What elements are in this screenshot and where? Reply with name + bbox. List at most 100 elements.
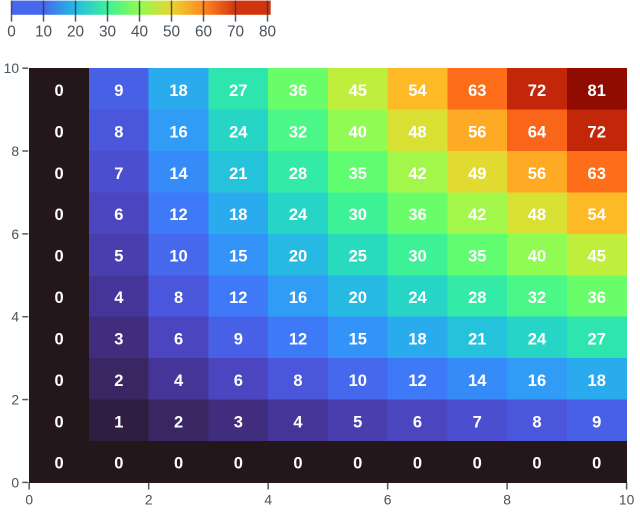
svg-text:45: 45	[588, 248, 606, 266]
svg-text:36: 36	[289, 82, 307, 100]
svg-text:21: 21	[229, 165, 247, 183]
svg-text:1: 1	[114, 413, 123, 431]
svg-text:18: 18	[169, 82, 187, 100]
svg-text:3: 3	[234, 413, 243, 431]
svg-text:12: 12	[229, 289, 247, 307]
svg-text:2: 2	[114, 372, 123, 390]
svg-text:0: 0	[54, 372, 63, 390]
svg-text:0: 0	[114, 455, 123, 473]
svg-text:24: 24	[229, 123, 248, 141]
svg-text:6: 6	[384, 493, 392, 508]
svg-text:14: 14	[169, 165, 188, 183]
svg-text:0: 0	[54, 248, 63, 266]
svg-text:36: 36	[588, 289, 606, 307]
svg-text:10: 10	[349, 372, 367, 390]
svg-text:16: 16	[289, 289, 307, 307]
svg-text:27: 27	[588, 330, 606, 348]
svg-text:8: 8	[174, 289, 183, 307]
svg-text:42: 42	[468, 206, 486, 224]
svg-text:0: 0	[54, 413, 63, 431]
svg-text:0: 0	[54, 455, 63, 473]
svg-text:63: 63	[468, 82, 486, 100]
svg-text:0: 0	[592, 455, 601, 473]
svg-text:36: 36	[408, 206, 426, 224]
svg-text:7: 7	[473, 413, 482, 431]
svg-text:32: 32	[289, 123, 307, 141]
svg-text:4: 4	[114, 289, 124, 307]
svg-text:0: 0	[293, 455, 302, 473]
svg-text:0: 0	[54, 82, 63, 100]
svg-text:12: 12	[408, 372, 426, 390]
svg-text:8: 8	[293, 372, 302, 390]
svg-text:70: 70	[227, 23, 244, 40]
svg-text:40: 40	[131, 23, 148, 40]
svg-text:0: 0	[7, 23, 16, 40]
svg-text:40: 40	[349, 123, 367, 141]
svg-text:6: 6	[11, 227, 19, 242]
svg-text:5: 5	[114, 248, 123, 266]
svg-text:16: 16	[528, 372, 546, 390]
svg-text:0: 0	[54, 123, 63, 141]
svg-text:24: 24	[408, 289, 427, 307]
svg-text:72: 72	[588, 123, 606, 141]
svg-text:49: 49	[468, 165, 486, 183]
svg-text:9: 9	[114, 82, 123, 100]
svg-text:30: 30	[99, 23, 116, 40]
svg-text:10: 10	[619, 493, 635, 508]
svg-text:21: 21	[468, 330, 486, 348]
svg-text:72: 72	[528, 82, 546, 100]
svg-text:64: 64	[528, 123, 547, 141]
svg-text:54: 54	[408, 82, 427, 100]
svg-text:8: 8	[532, 413, 541, 431]
svg-text:10: 10	[169, 248, 187, 266]
svg-text:20: 20	[289, 248, 307, 266]
svg-text:15: 15	[229, 248, 247, 266]
svg-text:0: 0	[174, 455, 183, 473]
svg-text:4: 4	[293, 413, 303, 431]
svg-text:80: 80	[259, 23, 276, 40]
svg-text:20: 20	[349, 289, 367, 307]
svg-text:2: 2	[11, 392, 19, 407]
svg-text:4: 4	[264, 493, 272, 508]
svg-text:0: 0	[54, 206, 63, 224]
svg-text:45: 45	[349, 82, 367, 100]
svg-text:18: 18	[408, 330, 426, 348]
svg-text:32: 32	[528, 289, 546, 307]
svg-text:24: 24	[528, 330, 547, 348]
svg-text:30: 30	[408, 248, 426, 266]
svg-text:30: 30	[349, 206, 367, 224]
svg-text:8: 8	[114, 123, 123, 141]
svg-text:2: 2	[174, 413, 183, 431]
svg-text:60: 60	[195, 23, 212, 40]
svg-text:9: 9	[592, 413, 601, 431]
svg-text:28: 28	[289, 165, 307, 183]
svg-text:4: 4	[11, 310, 19, 325]
svg-text:2: 2	[145, 493, 153, 508]
svg-text:18: 18	[588, 372, 606, 390]
svg-text:6: 6	[413, 413, 422, 431]
svg-text:10: 10	[4, 61, 20, 76]
svg-text:27: 27	[229, 82, 247, 100]
svg-text:35: 35	[349, 165, 367, 183]
svg-text:35: 35	[468, 248, 486, 266]
svg-text:40: 40	[528, 248, 546, 266]
svg-text:24: 24	[289, 206, 308, 224]
svg-text:0: 0	[353, 455, 362, 473]
svg-text:0: 0	[54, 165, 63, 183]
svg-text:25: 25	[349, 248, 367, 266]
svg-text:0: 0	[25, 493, 33, 508]
svg-text:0: 0	[11, 475, 19, 490]
svg-text:6: 6	[234, 372, 243, 390]
svg-text:42: 42	[408, 165, 426, 183]
svg-text:20: 20	[67, 23, 84, 40]
svg-text:18: 18	[229, 206, 247, 224]
svg-text:0: 0	[54, 289, 63, 307]
svg-text:16: 16	[169, 123, 187, 141]
svg-text:81: 81	[588, 82, 606, 100]
svg-text:14: 14	[468, 372, 487, 390]
svg-text:12: 12	[169, 206, 187, 224]
svg-text:63: 63	[588, 165, 606, 183]
svg-text:0: 0	[532, 455, 541, 473]
svg-text:4: 4	[174, 372, 184, 390]
svg-text:0: 0	[54, 330, 63, 348]
